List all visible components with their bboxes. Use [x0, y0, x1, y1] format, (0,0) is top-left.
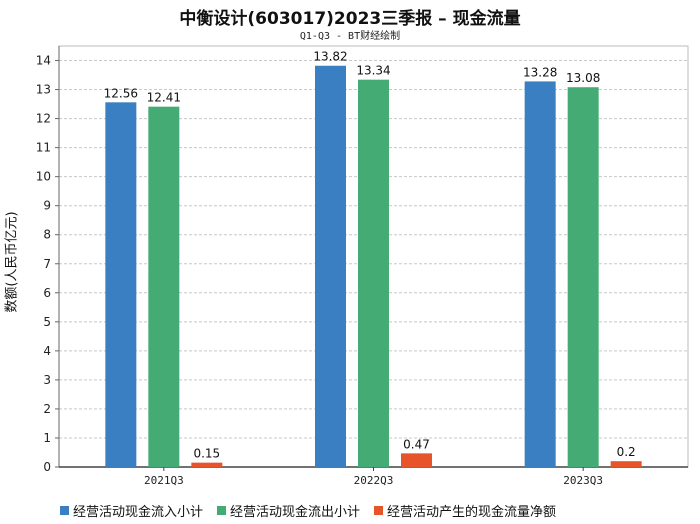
data-label: 0.15 [193, 447, 220, 461]
bar-2022Q3-0 [315, 65, 346, 468]
y-tick-label: 2 [43, 402, 51, 416]
data-label: 13.08 [566, 71, 600, 85]
legend-swatch [374, 506, 384, 515]
y-tick-label: 4 [43, 344, 51, 358]
legend-item: 经营活动产生的现金流量净额 [374, 501, 556, 520]
y-tick-label: 8 [43, 228, 51, 242]
data-label: 13.82 [313, 50, 347, 64]
bar-2023Q3-2 [610, 461, 642, 467]
data-label: 0.47 [403, 437, 430, 451]
x-tick-label: 2022Q3 [354, 474, 394, 487]
y-tick-label: 10 [36, 170, 51, 184]
bar-2021Q3-2 [191, 462, 223, 467]
legend-item: 经营活动现金流入小计 [60, 501, 203, 520]
y-tick-label: 12 [36, 112, 51, 126]
data-label: 0.2 [617, 445, 636, 459]
bar-2023Q3-1 [567, 87, 599, 467]
y-tick-label: 13 [36, 83, 51, 97]
x-tick-label: 2021Q3 [144, 474, 184, 487]
y-tick-label: 1 [43, 431, 51, 445]
bar-2022Q3-2 [401, 453, 432, 467]
legend-label: 经营活动现金流出小计 [230, 505, 361, 520]
legend-swatch [60, 506, 69, 515]
chart-title: 中衡设计(603017)2023三季报 – 现金流量 [179, 9, 521, 29]
chart-subtitle: Q1-Q3 - BT财经绘制 [299, 31, 401, 42]
data-label: 13.28 [523, 65, 557, 79]
y-tick-label: 6 [43, 286, 51, 300]
data-label: 13.34 [356, 64, 390, 78]
legend-swatch [217, 506, 227, 515]
bar-2021Q3-1 [148, 106, 180, 467]
y-tick-label: 3 [43, 373, 51, 387]
bar-2021Q3-0 [105, 102, 137, 467]
y-tick-label: 7 [43, 257, 51, 271]
data-label: 12.41 [147, 91, 181, 105]
legend-label: 经营活动产生的现金流量净额 [387, 505, 557, 520]
legend-label: 经营活动现金流入小计 [73, 505, 204, 520]
legend-item: 经营活动现金流出小计 [217, 501, 360, 520]
y-tick-label: 11 [36, 141, 51, 155]
y-tick-label: 14 [36, 54, 51, 68]
data-label: 12.56 [104, 86, 138, 100]
y-tick-label: 9 [43, 199, 51, 213]
bar-2022Q3-1 [358, 79, 389, 468]
y-tick-label: 5 [43, 315, 51, 329]
bar-2023Q3-0 [524, 81, 556, 468]
y-tick-label: 0 [43, 460, 51, 474]
legend: 经营活动现金流入小计 经营活动现金流出小计 经营活动产生的现金流量净额 [60, 501, 556, 520]
x-tick-label: 2023Q3 [563, 474, 603, 487]
